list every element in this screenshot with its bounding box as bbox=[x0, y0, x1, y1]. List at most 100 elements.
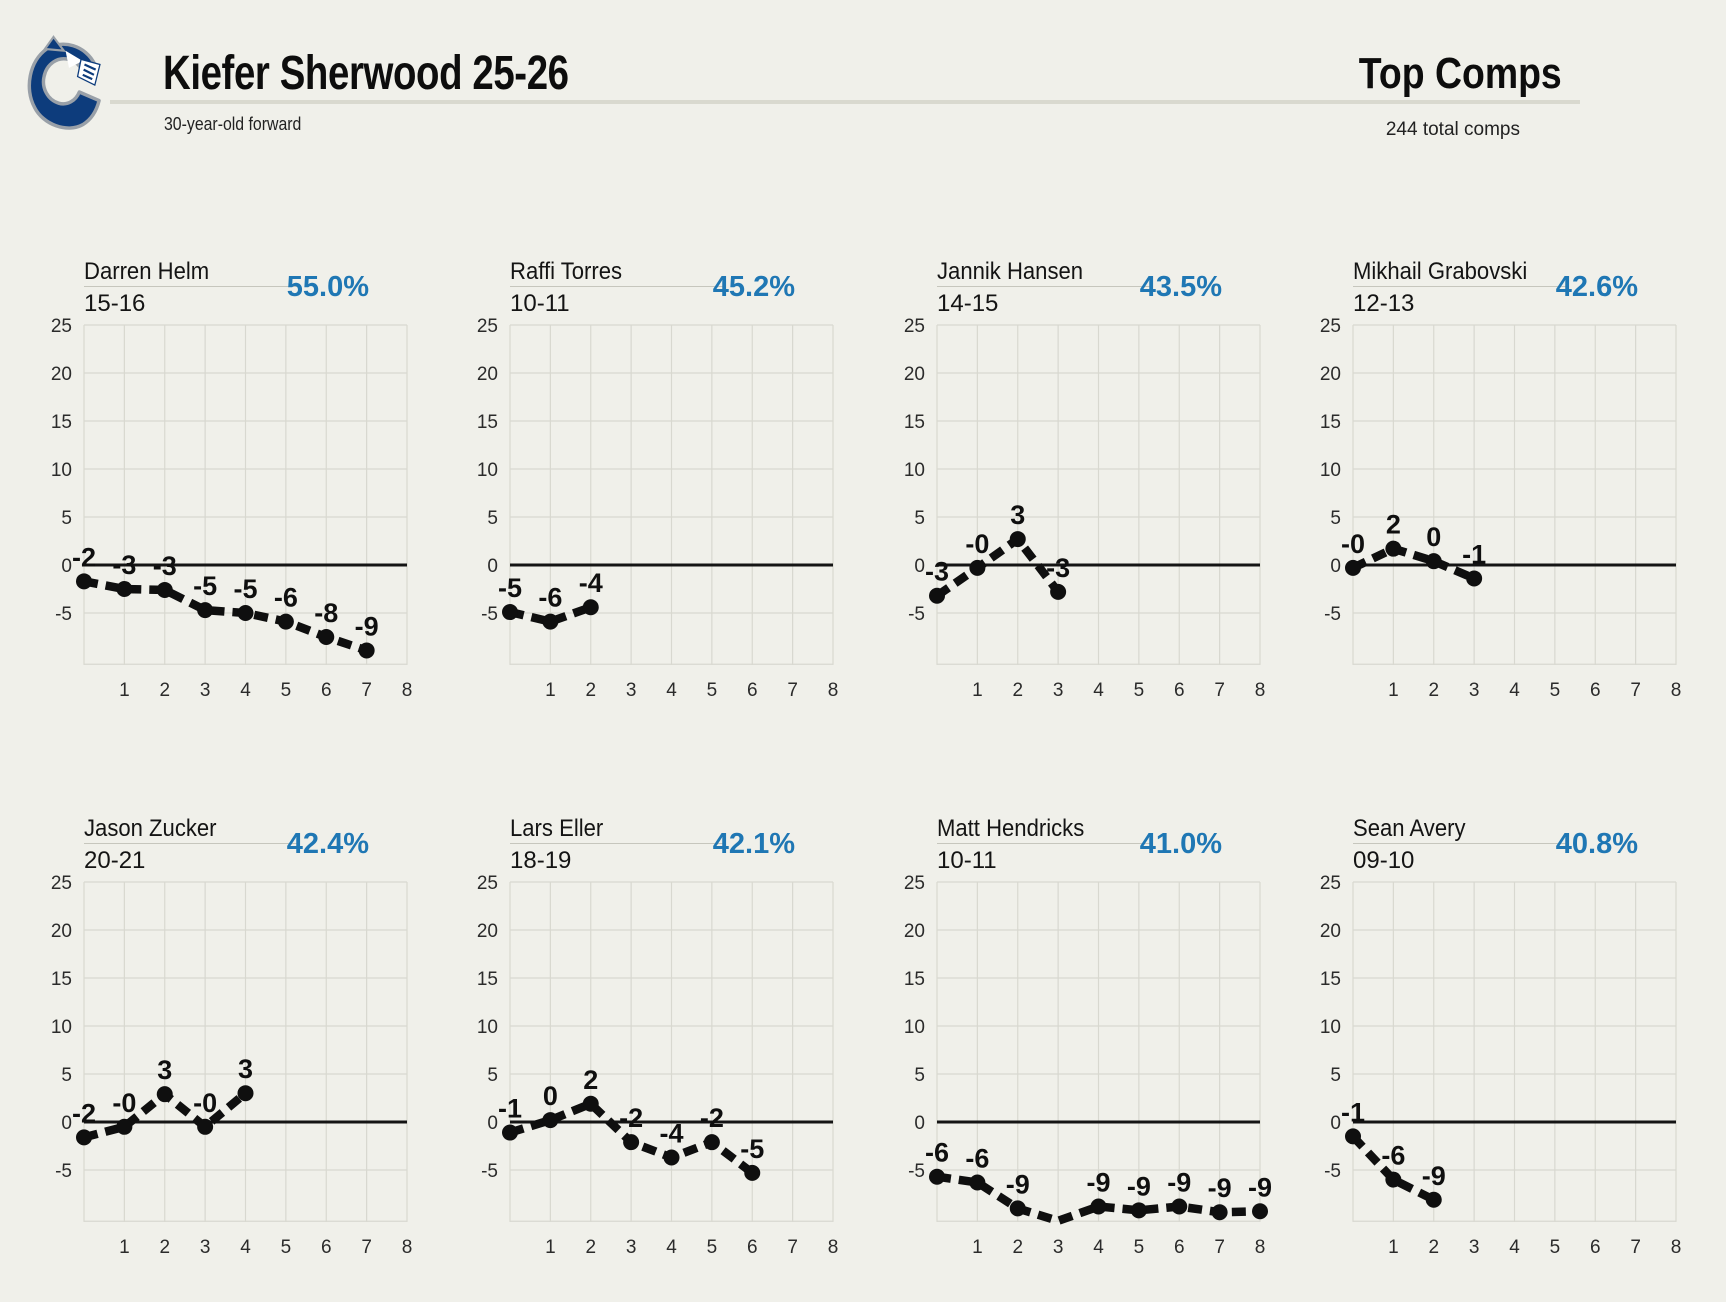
match-percentage: 40.8% bbox=[1555, 828, 1638, 860]
player-descriptor: 30-year-old forward bbox=[164, 114, 302, 134]
svg-text:2: 2 bbox=[1386, 510, 1401, 540]
comp-chart: Sean Avery 09-10 40.8% 25 20 15 10 5 0 -5 1 2 3 4 5 6 7 8… bbox=[1313, 815, 1681, 1275]
name-underline bbox=[84, 286, 298, 287]
svg-text:-2: -2 bbox=[72, 542, 96, 572]
svg-text:3: 3 bbox=[1469, 1237, 1480, 1258]
svg-text:1: 1 bbox=[119, 1237, 130, 1258]
comp-chart-header: Lars Eller 18-19 42.1% bbox=[470, 815, 833, 882]
match-percentage: 42.1% bbox=[712, 828, 795, 860]
player-name: Matt Hendricks bbox=[937, 815, 1085, 842]
svg-text:-6: -6 bbox=[538, 583, 562, 613]
x-axis-ticks: 1 2 3 4 5 6 7 8 bbox=[545, 1237, 838, 1258]
svg-text:-9: -9 bbox=[1422, 1161, 1446, 1191]
value-labels: -5 -6 -4 bbox=[498, 568, 603, 612]
comp-sparkline: 25 20 15 10 5 0 -5 1 2 3 4 5 6 7 8 -3 -0 3 -3 bbox=[904, 316, 1265, 701]
svg-text:-5: -5 bbox=[1324, 604, 1341, 625]
total-comps-count: 244 total comps bbox=[1385, 119, 1520, 140]
player-name: Raffi Torres bbox=[510, 258, 623, 285]
name-underline bbox=[84, 843, 298, 844]
svg-text:25: 25 bbox=[51, 316, 72, 337]
svg-text:6: 6 bbox=[747, 1237, 758, 1258]
svg-text:1: 1 bbox=[119, 680, 130, 701]
comp-sparkline: 25 20 15 10 5 0 -5 1 2 3 4 5 6 7 8 -2 -3 -3 -5 -5 -6 -8 -9 bbox=[51, 316, 412, 701]
svg-text:-3: -3 bbox=[1046, 553, 1070, 583]
svg-text:5: 5 bbox=[914, 1065, 925, 1086]
svg-text:-9: -9 bbox=[355, 611, 379, 641]
comp-chart: Darren Helm 15-16 55.0% 25 20 15 10 5 0 -5 1 2 3 4 5 6 7… bbox=[44, 258, 412, 718]
svg-text:-6: -6 bbox=[965, 1143, 989, 1173]
name-underline bbox=[937, 843, 1151, 844]
player-season: 20-21 bbox=[84, 847, 146, 874]
svg-text:2: 2 bbox=[1012, 680, 1023, 701]
comp-sparkline: 25 20 15 10 5 0 -5 1 2 3 4 5 6 7 8 -1 -6 -9 bbox=[1320, 873, 1681, 1258]
orca-body bbox=[27, 42, 101, 130]
svg-text:-4: -4 bbox=[579, 568, 603, 598]
top-comps-title: Top Comps bbox=[1359, 49, 1562, 98]
svg-text:7: 7 bbox=[1630, 1237, 1641, 1258]
data-points bbox=[929, 531, 1067, 604]
svg-text:10: 10 bbox=[904, 1017, 925, 1038]
svg-text:5: 5 bbox=[1134, 1237, 1145, 1258]
svg-text:-1: -1 bbox=[498, 1094, 522, 1124]
gridlines bbox=[1352, 324, 1677, 665]
svg-text:4: 4 bbox=[666, 680, 677, 701]
svg-text:-9: -9 bbox=[1086, 1167, 1110, 1197]
svg-text:25: 25 bbox=[477, 316, 498, 337]
svg-text:15: 15 bbox=[904, 412, 925, 433]
svg-text:20: 20 bbox=[1320, 921, 1341, 942]
svg-text:10: 10 bbox=[51, 1017, 72, 1038]
svg-text:3: 3 bbox=[626, 680, 637, 701]
svg-text:25: 25 bbox=[1320, 873, 1341, 894]
svg-text:2: 2 bbox=[1428, 680, 1439, 701]
series-line bbox=[1351, 544, 1476, 583]
svg-text:5: 5 bbox=[1330, 508, 1341, 529]
svg-text:20: 20 bbox=[477, 364, 498, 385]
svg-text:8: 8 bbox=[402, 680, 413, 701]
y-axis-ticks: 25 20 15 10 5 0 -5 bbox=[1320, 316, 1341, 625]
svg-text:3: 3 bbox=[1053, 1237, 1064, 1258]
y-axis-ticks: 25 20 15 10 5 0 -5 bbox=[51, 873, 72, 1182]
y-axis-ticks: 25 20 15 10 5 0 -5 bbox=[904, 316, 925, 625]
svg-text:-5: -5 bbox=[908, 1161, 925, 1182]
player-season: 10-11 bbox=[937, 847, 997, 874]
value-labels: -1 -6 -9 bbox=[1341, 1097, 1446, 1190]
name-underline bbox=[937, 286, 1151, 287]
svg-text:2: 2 bbox=[159, 680, 170, 701]
x-axis-ticks: 1 2 3 4 5 6 7 8 bbox=[1388, 1237, 1681, 1258]
x-axis-ticks: 1 2 3 4 5 6 7 8 bbox=[972, 680, 1265, 701]
svg-text:-5: -5 bbox=[55, 604, 72, 625]
comp-chart-header: Darren Helm 15-16 55.0% bbox=[44, 258, 407, 325]
series-line bbox=[934, 534, 1062, 600]
svg-text:8: 8 bbox=[1255, 1237, 1266, 1258]
svg-text:3: 3 bbox=[1469, 680, 1480, 701]
svg-text:-9: -9 bbox=[1208, 1173, 1232, 1203]
svg-text:2: 2 bbox=[159, 1237, 170, 1258]
series-line bbox=[936, 1172, 1261, 1226]
svg-text:2: 2 bbox=[583, 1065, 598, 1095]
svg-text:1: 1 bbox=[972, 1237, 983, 1258]
svg-text:3: 3 bbox=[626, 1237, 637, 1258]
player-season: 18-19 bbox=[510, 847, 572, 874]
player-name: Jannik Hansen bbox=[937, 258, 1084, 285]
x-axis-ticks: 1 2 3 4 5 6 7 8 bbox=[1388, 680, 1681, 701]
svg-text:25: 25 bbox=[51, 873, 72, 894]
svg-text:15: 15 bbox=[1320, 969, 1341, 990]
svg-text:7: 7 bbox=[361, 1237, 372, 1258]
svg-text:8: 8 bbox=[828, 1237, 839, 1258]
svg-text:10: 10 bbox=[477, 1017, 498, 1038]
x-axis-ticks: 1 2 3 4 5 6 7 8 bbox=[119, 1237, 412, 1258]
svg-text:8: 8 bbox=[1671, 1237, 1682, 1258]
svg-text:5: 5 bbox=[61, 508, 72, 529]
player-name: Darren Helm bbox=[84, 258, 210, 285]
player-name: Sean Avery bbox=[1353, 815, 1466, 842]
svg-text:-0: -0 bbox=[1341, 529, 1365, 559]
name-underline bbox=[1353, 286, 1567, 287]
svg-text:2: 2 bbox=[1012, 1237, 1023, 1258]
data-points bbox=[502, 1095, 761, 1181]
svg-text:-3: -3 bbox=[112, 550, 136, 580]
svg-text:-1: -1 bbox=[1341, 1097, 1365, 1127]
svg-text:7: 7 bbox=[1630, 680, 1641, 701]
svg-text:0: 0 bbox=[487, 1113, 498, 1134]
